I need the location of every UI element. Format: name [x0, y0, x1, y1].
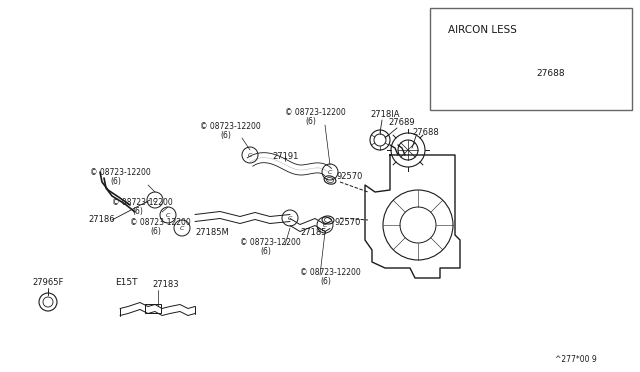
Text: 27688: 27688 [412, 128, 439, 137]
Text: AIRCON LESS: AIRCON LESS [448, 25, 517, 35]
Text: © 08723-12200: © 08723-12200 [112, 198, 173, 207]
Text: © 08723-12200: © 08723-12200 [285, 108, 346, 117]
Text: (6): (6) [320, 277, 331, 286]
Text: C: C [153, 198, 157, 203]
Text: C: C [328, 170, 332, 175]
FancyBboxPatch shape [145, 304, 161, 313]
Text: © 08723-12200: © 08723-12200 [300, 268, 361, 277]
Text: (6): (6) [150, 227, 161, 236]
Text: C: C [180, 226, 184, 231]
Text: (6): (6) [110, 177, 121, 186]
Text: C: C [166, 213, 170, 218]
Text: © 08723-12200: © 08723-12200 [90, 168, 151, 177]
Text: E15T: E15T [115, 278, 138, 287]
Text: (6): (6) [260, 247, 271, 256]
Text: C: C [288, 216, 292, 221]
Text: 27689: 27689 [388, 118, 415, 127]
Text: C: C [323, 223, 327, 228]
Text: ^277*00 9: ^277*00 9 [555, 355, 596, 364]
Text: 2718IA: 2718IA [370, 110, 399, 119]
Text: 92570: 92570 [337, 172, 364, 181]
Text: (6): (6) [132, 207, 143, 216]
Text: 27183: 27183 [152, 280, 179, 289]
Text: © 08723-12200: © 08723-12200 [240, 238, 301, 247]
Text: 27965F: 27965F [32, 278, 63, 287]
FancyBboxPatch shape [430, 8, 632, 110]
Text: 27185: 27185 [300, 228, 326, 237]
Text: (6): (6) [305, 117, 316, 126]
Text: 27186: 27186 [88, 215, 115, 224]
Text: (6): (6) [220, 131, 231, 140]
Text: 27185M: 27185M [195, 228, 228, 237]
Text: © 08723-12200: © 08723-12200 [200, 122, 260, 131]
Text: © 08723-12200: © 08723-12200 [130, 218, 191, 227]
Text: 27688: 27688 [536, 69, 564, 78]
Text: 92570: 92570 [335, 218, 362, 227]
Text: C: C [248, 153, 252, 158]
Text: 27191: 27191 [272, 152, 298, 161]
